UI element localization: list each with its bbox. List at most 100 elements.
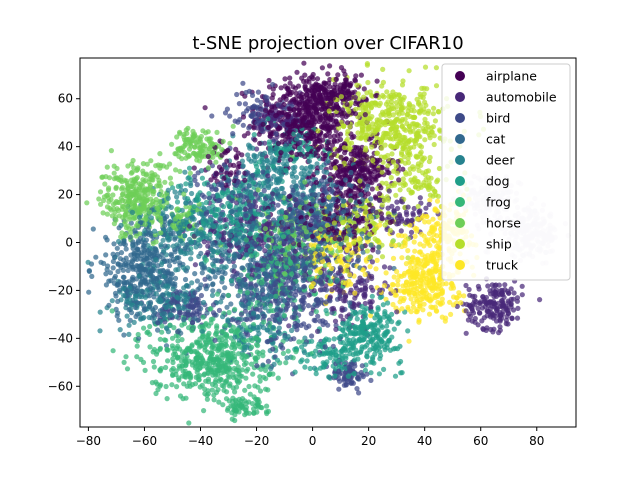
- data-point: [147, 323, 153, 330]
- data-point: [431, 238, 437, 244]
- data-point: [152, 304, 159, 311]
- data-point: [226, 374, 233, 380]
- data-point: [352, 78, 358, 84]
- data-point: [304, 358, 310, 364]
- data-point: [427, 197, 433, 203]
- data-point: [321, 80, 327, 86]
- data-point: [285, 348, 291, 354]
- data-point: [385, 197, 391, 203]
- data-point: [372, 194, 379, 200]
- data-point: [414, 228, 420, 234]
- data-point: [254, 97, 260, 103]
- data-point: [157, 165, 163, 171]
- data-point: [364, 62, 370, 68]
- data-point: [369, 359, 375, 365]
- data-point: [311, 264, 318, 270]
- data-point: [265, 162, 271, 168]
- data-point: [186, 420, 192, 426]
- data-point: [368, 131, 374, 137]
- data-point: [378, 323, 384, 329]
- data-point: [416, 167, 422, 174]
- data-point: [399, 105, 405, 111]
- data-point: [189, 342, 195, 348]
- data-point: [434, 308, 440, 314]
- data-point: [308, 310, 314, 317]
- data-point: [171, 325, 177, 331]
- data-point: [172, 236, 178, 242]
- data-point: [200, 128, 206, 134]
- data-point: [165, 347, 171, 353]
- data-point: [405, 204, 411, 210]
- data-point: [373, 177, 379, 183]
- data-point: [343, 333, 349, 339]
- data-point: [410, 304, 417, 310]
- data-point: [208, 177, 214, 183]
- data-point: [246, 383, 252, 390]
- data-point: [293, 174, 300, 180]
- data-point: [100, 210, 106, 216]
- data-point: [420, 307, 426, 313]
- data-point: [178, 212, 184, 219]
- data-point: [384, 323, 390, 329]
- data-point: [355, 130, 361, 136]
- data-point: [147, 344, 153, 350]
- data-point: [314, 161, 320, 167]
- data-point: [479, 318, 485, 324]
- data-point: [251, 152, 257, 158]
- data-point: [115, 261, 121, 267]
- data-point: [168, 276, 174, 282]
- data-point: [309, 333, 315, 339]
- data-point: [345, 128, 351, 135]
- data-point: [367, 170, 373, 176]
- data-point: [320, 318, 326, 324]
- data-point: [226, 213, 232, 219]
- data-point: [394, 143, 400, 149]
- data-point: [220, 314, 226, 320]
- data-point: [159, 329, 165, 335]
- data-point: [182, 276, 189, 283]
- data-point: [422, 172, 428, 178]
- chart-title: t-SNE projection over CIFAR10: [192, 33, 463, 54]
- data-point: [230, 395, 236, 401]
- data-point: [240, 265, 246, 271]
- data-point: [105, 263, 111, 269]
- data-point: [116, 225, 122, 231]
- data-point: [352, 283, 358, 289]
- data-point: [509, 315, 515, 321]
- data-point: [292, 164, 298, 170]
- data-point: [194, 157, 200, 163]
- data-point: [106, 302, 112, 308]
- data-point: [201, 239, 207, 245]
- data-point: [117, 256, 123, 262]
- data-point: [278, 85, 284, 91]
- data-point: [209, 381, 216, 387]
- data-point: [380, 66, 386, 72]
- data-point: [166, 237, 172, 243]
- data-point: [182, 169, 188, 175]
- data-point: [353, 73, 359, 79]
- data-point: [467, 292, 473, 298]
- data-point: [370, 247, 376, 253]
- data-point: [232, 306, 238, 312]
- data-point: [163, 252, 169, 258]
- data-point: [162, 337, 168, 343]
- data-point: [224, 304, 230, 310]
- data-point: [204, 396, 210, 402]
- data-point: [519, 283, 525, 289]
- data-point: [387, 265, 393, 271]
- data-point: [336, 386, 342, 392]
- data-point: [223, 217, 229, 223]
- data-point: [369, 186, 375, 192]
- data-point: [381, 94, 387, 100]
- data-point: [327, 63, 333, 69]
- data-point: [110, 265, 116, 271]
- data-point: [172, 259, 178, 265]
- data-point: [209, 387, 215, 393]
- data-point: [398, 358, 404, 365]
- data-point: [245, 152, 251, 158]
- data-point: [427, 242, 433, 248]
- data-point: [188, 256, 194, 262]
- data-point: [381, 264, 388, 270]
- data-point: [257, 374, 263, 380]
- data-point: [224, 221, 230, 227]
